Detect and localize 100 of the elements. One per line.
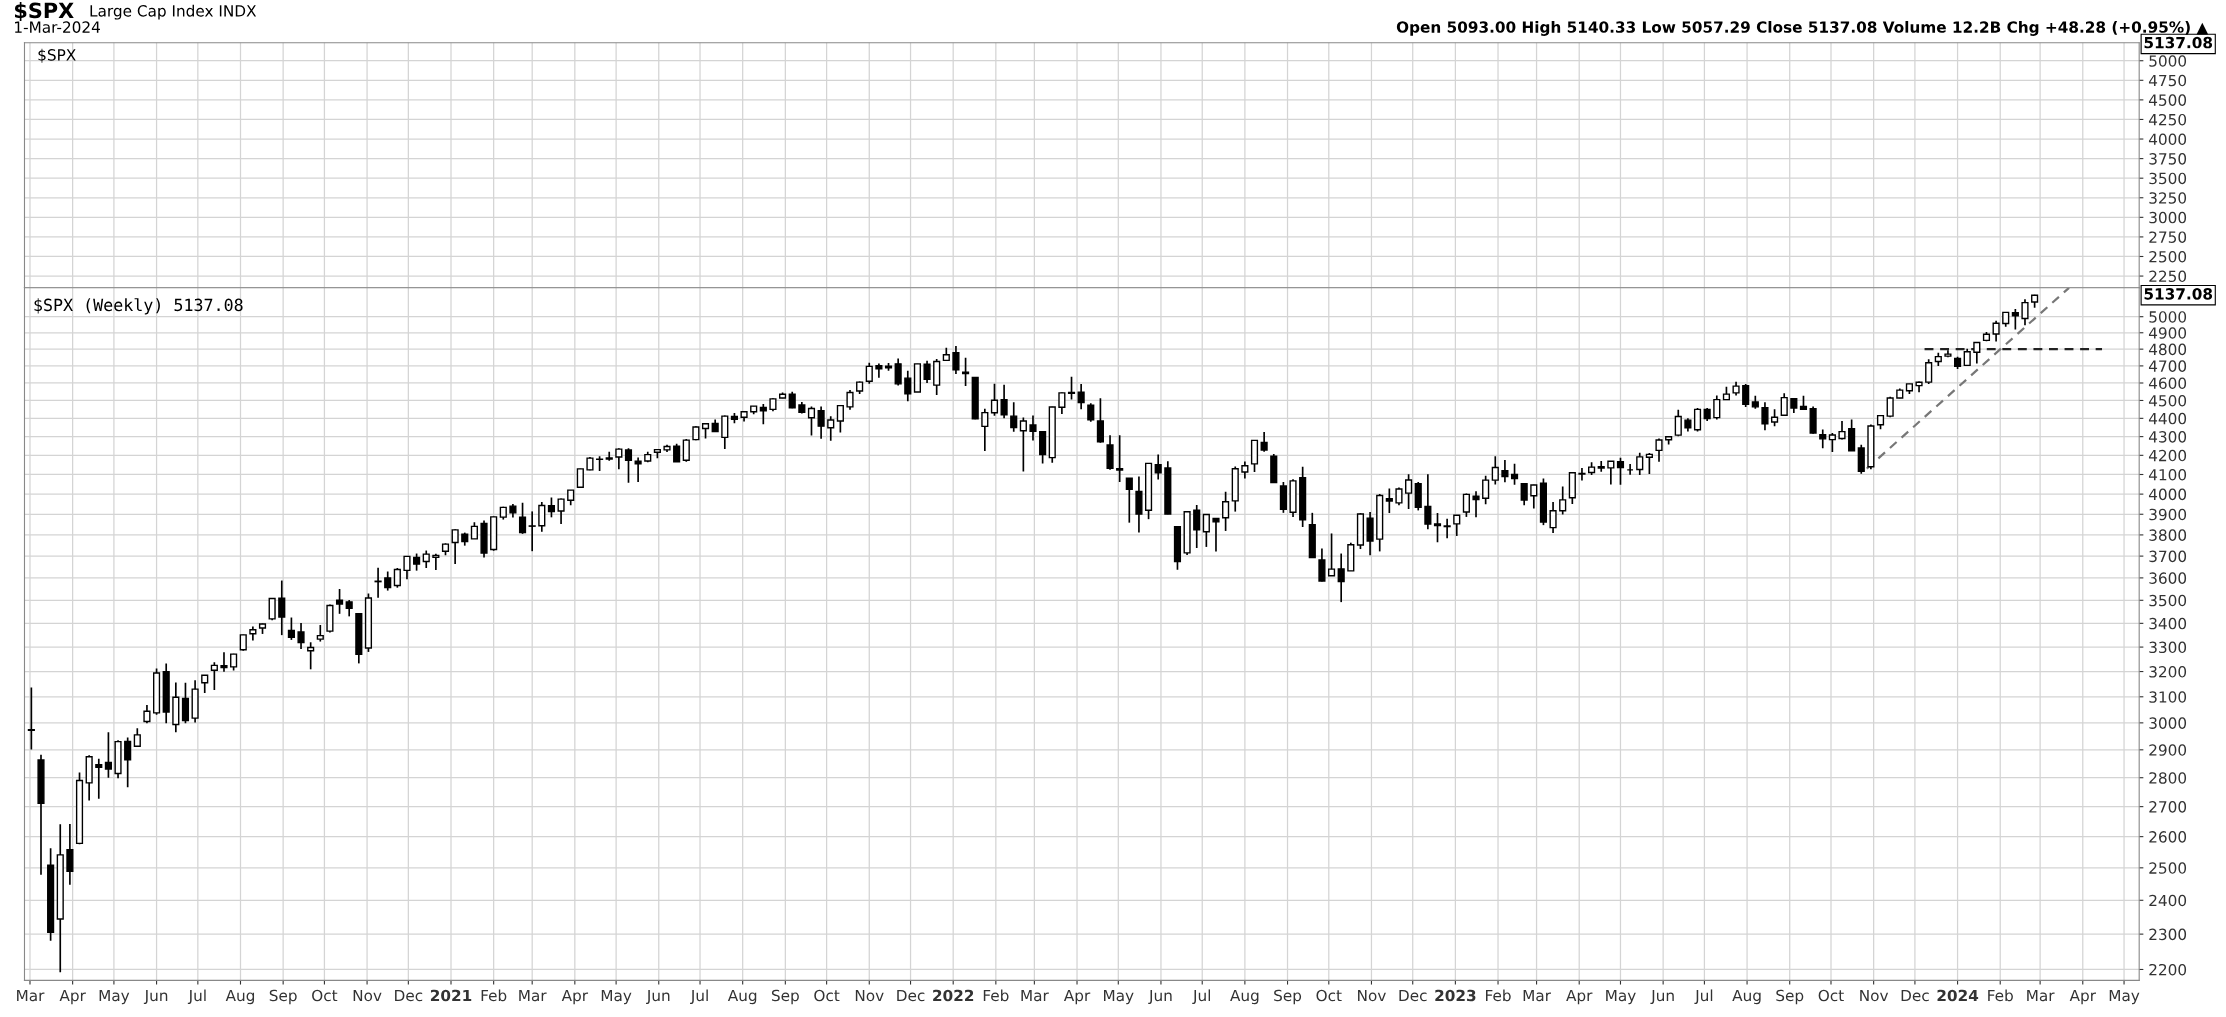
candlestick: [1279, 481, 1287, 514]
y-tick-label: 4700: [2148, 360, 2187, 372]
candlestick: [1366, 511, 1374, 557]
candlestick: [384, 570, 392, 592]
candlestick: [1433, 512, 1442, 544]
x-tick-label: Dec: [897, 989, 925, 1002]
candlestick: [1549, 501, 1557, 534]
candlestick: [278, 579, 286, 636]
candlestick: [1819, 428, 1827, 450]
candlestick: [1761, 401, 1769, 432]
y-tick-label: 4800: [2148, 343, 2187, 356]
candlestick: [307, 641, 315, 671]
x-tick-label: Nov: [1358, 989, 1386, 1002]
candlestick: [981, 407, 989, 452]
x-tick-label: May: [1606, 989, 1636, 1005]
y-tick-label: 4900: [2148, 327, 2187, 339]
candlestick: [1578, 467, 1586, 482]
y-tick-label: 2250: [2149, 270, 2187, 283]
x-tick-label: Jul: [690, 989, 708, 1005]
x-tick-label: Sep: [269, 989, 297, 1005]
candlestick: [124, 736, 132, 788]
candlestick: [1472, 490, 1480, 519]
candlestick: [1077, 383, 1085, 411]
candlestick: [1067, 375, 1076, 401]
x-tick-label: 2022: [933, 989, 974, 1002]
candlestick: [432, 552, 440, 571]
y-tick-label: 4250: [2148, 113, 2187, 126]
text: 1-Mar-2024: [15, 21, 100, 33]
x-tick-label: Jun: [1148, 989, 1172, 1005]
candlestick: [451, 528, 459, 565]
candlestick: [1742, 383, 1750, 408]
candlestick: [990, 383, 999, 417]
candlestick: [1010, 401, 1018, 433]
candlestick: [538, 501, 546, 533]
candlestick: [1087, 402, 1095, 423]
y-tick-label: 4300: [2148, 431, 2187, 443]
text: $SPX (Weekly) 5137.08: [34, 298, 243, 315]
candlestick: [1116, 434, 1124, 483]
candlestick: [1645, 452, 1653, 475]
text: 5137.08: [2144, 36, 2213, 49]
x-tick-label: Apr: [59, 989, 86, 1005]
candlestick: [220, 651, 228, 673]
x-tick-label: May: [2109, 989, 2140, 1005]
x-tick-label: Sep: [1776, 989, 1804, 1005]
y-tick-label: 3250: [2149, 192, 2187, 204]
x-tick-label: Jun: [1650, 989, 1674, 1005]
candlestick: [1250, 439, 1259, 473]
candlestick: [1520, 482, 1528, 507]
candlestick: [1424, 473, 1432, 531]
candlestick: [547, 496, 556, 519]
candlestick: [865, 362, 873, 385]
candlestick: [1780, 392, 1788, 417]
x-tick-label: Sep: [771, 989, 799, 1005]
candlestick: [1405, 473, 1413, 510]
x-tick-label: Oct: [1316, 989, 1342, 1002]
x-tick-label: Nov: [855, 989, 884, 1002]
candlestick: [1039, 430, 1047, 465]
candlestick: [576, 467, 584, 489]
candlestick: [143, 704, 151, 724]
y-tick-label: 2750: [2149, 231, 2187, 243]
y-tick-label: 3400: [2149, 617, 2187, 630]
x-tick-label: May: [99, 989, 130, 1005]
candlestick: [66, 823, 74, 886]
candlestick: [721, 414, 729, 450]
candlestick: [952, 345, 960, 375]
candlestick: [923, 359, 931, 384]
candlestick: [27, 686, 35, 751]
y-tick-label: 4500: [2148, 94, 2187, 106]
candlestick: [1019, 416, 1027, 473]
candlestick: [933, 358, 941, 396]
candlestick: [1607, 460, 1615, 486]
candlestick: [1193, 504, 1201, 549]
candlestick: [1848, 418, 1856, 452]
x-tick-label: Apr: [1063, 989, 1091, 1005]
candlestick: [1857, 443, 1865, 475]
y-tick-label: 3750: [2149, 153, 2187, 165]
candlestick: [1443, 517, 1451, 540]
x-tick-label: Mar: [519, 989, 547, 1002]
candlestick: [1058, 391, 1066, 415]
y-tick-label: 3700: [2149, 550, 2187, 563]
y-tick-label: 4500: [2148, 394, 2187, 407]
x-tick-label: Dec: [1901, 989, 1929, 1002]
y-tick-label: 3500: [2149, 172, 2187, 185]
candlestick: [1385, 487, 1393, 514]
x-tick-label: Nov: [353, 989, 382, 1002]
y-tick-label: 3300: [2149, 641, 2187, 654]
candlestick: [297, 622, 305, 650]
candlestick: [403, 555, 411, 581]
candlestick: [181, 681, 190, 724]
candlestick: [1096, 397, 1104, 444]
y-tick-label: 5000: [2149, 55, 2187, 67]
candlestick: [961, 356, 970, 387]
candlestick: [682, 438, 690, 463]
x-tick-label: 2024: [1937, 989, 1979, 1002]
candlestick: [95, 757, 103, 800]
candlestick: [1212, 517, 1220, 553]
candlestick: [1828, 432, 1836, 453]
y-tick-label: 3600: [2149, 572, 2187, 584]
y-tick-label: 4000: [2148, 488, 2187, 501]
x-tick-label: Apr: [1566, 989, 1593, 1005]
